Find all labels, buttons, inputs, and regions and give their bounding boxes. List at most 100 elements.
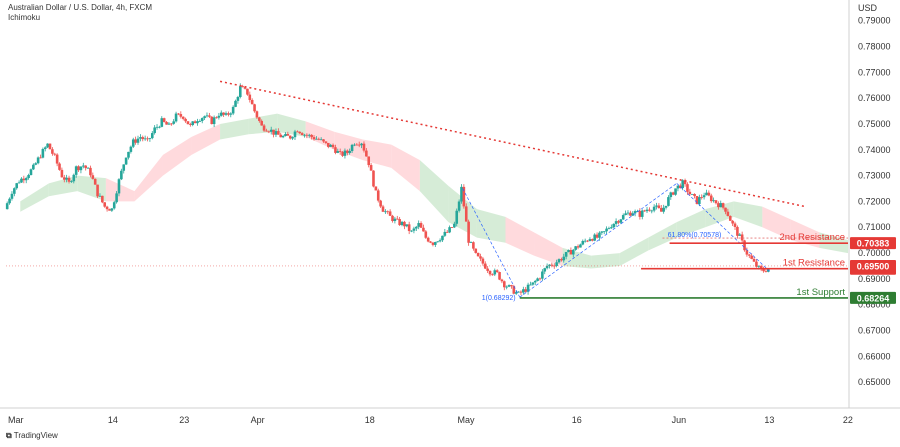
candles (5, 83, 770, 296)
candle-body (400, 221, 404, 226)
cloud-segment (790, 219, 820, 248)
candle-body (745, 250, 749, 255)
candle-body (438, 240, 442, 242)
candle-body (246, 88, 249, 95)
candle-body (98, 195, 102, 197)
candle-body (146, 138, 149, 140)
candle-body (674, 188, 677, 195)
candle-body (203, 116, 206, 119)
candle-body (443, 231, 447, 236)
candle-body (605, 228, 608, 232)
candle-body (398, 219, 401, 226)
candle-body (610, 227, 613, 229)
candle-body (196, 121, 199, 124)
candle-body (112, 202, 116, 209)
candle-body (621, 215, 625, 220)
price-tick-label: 0.76000 (858, 93, 891, 103)
candle-body (29, 169, 33, 176)
fib-line-prev (462, 188, 521, 298)
candle-body (445, 231, 449, 233)
candle-body (96, 184, 99, 197)
candle-body (191, 121, 195, 125)
candle-body (541, 271, 544, 279)
candle-body (431, 242, 435, 245)
candle-body (117, 179, 121, 194)
candle-body (667, 197, 670, 206)
price-tick-label: 0.77000 (858, 67, 891, 77)
candle-body (750, 255, 753, 259)
candle-body (695, 196, 699, 204)
level-price-text: 0.68264 (857, 293, 890, 303)
candle-body (719, 203, 723, 208)
candle-body (141, 137, 145, 140)
candle-body (721, 203, 725, 208)
candle-body (688, 191, 692, 195)
candle-body (162, 118, 166, 122)
candle-body (483, 263, 487, 269)
candle-body (43, 147, 47, 150)
candle-body (272, 129, 275, 135)
candle-body (514, 292, 518, 294)
candle-body (5, 203, 9, 210)
candle-body (460, 186, 463, 202)
time-tick-label: 14 (108, 415, 118, 425)
candle-body (417, 223, 420, 227)
candle-body (652, 206, 656, 211)
candle-body (167, 123, 171, 125)
price-tick-label: 0.72000 (858, 196, 891, 206)
candle-body (234, 100, 237, 107)
candle-body (181, 116, 185, 119)
candle-body (495, 270, 499, 273)
candle-body (376, 190, 380, 201)
candle-body (671, 192, 675, 195)
candle-body (426, 237, 430, 242)
cloud-segment (20, 183, 49, 212)
candle-body (129, 146, 133, 152)
cloud-segment (476, 209, 506, 243)
candle-body (74, 166, 78, 175)
candle-body (633, 211, 637, 214)
time-axis: Mar 14 23 Apr 18 May 16 Jun 13 22 (8, 415, 853, 425)
candle-body (407, 224, 411, 232)
candle-body (229, 113, 233, 115)
price-tick-label: 0.70000 (858, 248, 891, 258)
candle-body (255, 111, 259, 118)
candle-body (82, 165, 85, 167)
candle-body (498, 272, 501, 280)
candle-body (15, 183, 19, 189)
candle-body (581, 241, 585, 245)
candle-body (319, 139, 323, 141)
candle-body (160, 118, 164, 127)
candle-body (355, 144, 359, 146)
candle-body (707, 192, 711, 196)
candle-body (93, 178, 97, 185)
candle-body (108, 209, 111, 211)
candle-body (374, 186, 378, 191)
candle-body (267, 131, 271, 133)
cloud-segment (162, 136, 192, 176)
candle-body (67, 177, 71, 182)
candle-body (548, 264, 551, 266)
candle-body (505, 286, 508, 288)
candle-body (115, 193, 118, 203)
candle-body (579, 244, 582, 248)
candle-body (405, 224, 409, 227)
candle-body (481, 258, 485, 264)
cloud-segment (419, 160, 449, 223)
candle-body (46, 143, 49, 148)
candle-body (600, 231, 604, 233)
candle-body (219, 112, 223, 116)
candle-body (648, 209, 651, 211)
price-tick-label: 0.78000 (858, 41, 891, 51)
candle-body (743, 240, 746, 251)
candle-body (70, 181, 73, 183)
candle-body (714, 200, 718, 204)
candle-body (281, 136, 285, 138)
candle-body (89, 167, 92, 176)
candle-body (210, 116, 214, 125)
candle-body (198, 120, 202, 122)
candle-body (27, 175, 30, 179)
candle-body (631, 213, 635, 216)
candle-body (346, 150, 349, 153)
